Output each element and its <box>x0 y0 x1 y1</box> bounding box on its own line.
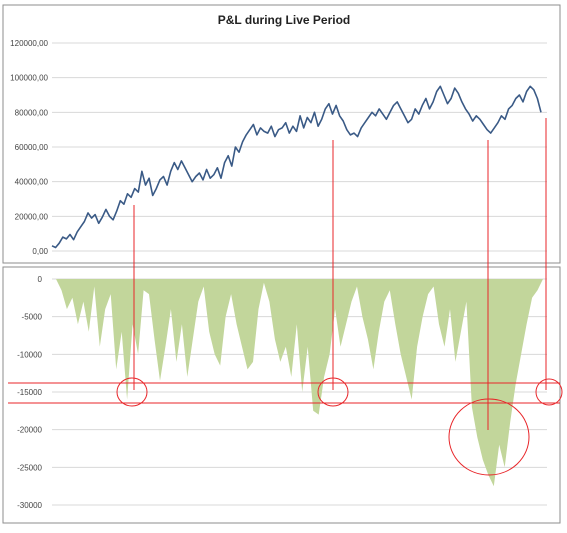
highlight-circle-3 <box>448 398 530 476</box>
drawdown-y-tick-labels: 0 -5000 -10000 -15000 -20000 -25000 -30000 <box>17 275 42 510</box>
drawdown-area <box>56 279 543 487</box>
highlight-circle-2 <box>317 377 349 407</box>
drawdown-y-tick-label: -15000 <box>17 388 42 397</box>
drawdown-y-tick-label: -20000 <box>17 426 42 435</box>
pnl-y-tick-label: 40000,00 <box>15 178 49 187</box>
pnl-y-tick-label: 20000,00 <box>15 212 49 221</box>
drawdown-series-area <box>56 279 543 487</box>
pnl-chart-panel <box>2 4 561 264</box>
highlight-circle-1 <box>116 377 148 407</box>
chart-title: P&L during Live Period <box>218 13 350 27</box>
pnl-y-tick-label: 0,00 <box>32 247 48 256</box>
highlight-annotations <box>8 118 563 476</box>
pnl-y-tick-label: 120000,00 <box>10 39 48 48</box>
drawdown-y-tick-label: -10000 <box>17 350 42 359</box>
pnl-y-tick-label: 60000,00 <box>15 143 49 152</box>
drawdown-y-tick-label: -30000 <box>17 501 42 510</box>
pnl-y-tick-label: 80000,00 <box>15 108 49 117</box>
drawdown-y-tick-label: -25000 <box>17 463 42 472</box>
pnl-y-tick-labels: 0,00 20000,00 40000,00 60000,00 80000,00 1000… <box>10 39 48 256</box>
pnl-y-tick-label: 100000,00 <box>10 74 48 83</box>
drawdown-y-tick-label: -5000 <box>22 313 43 322</box>
drawdown-y-tick-label: 0 <box>38 275 43 284</box>
pnl-line <box>51 85 542 249</box>
highlight-circle-4 <box>535 378 563 406</box>
pnl-series-line <box>51 85 542 249</box>
